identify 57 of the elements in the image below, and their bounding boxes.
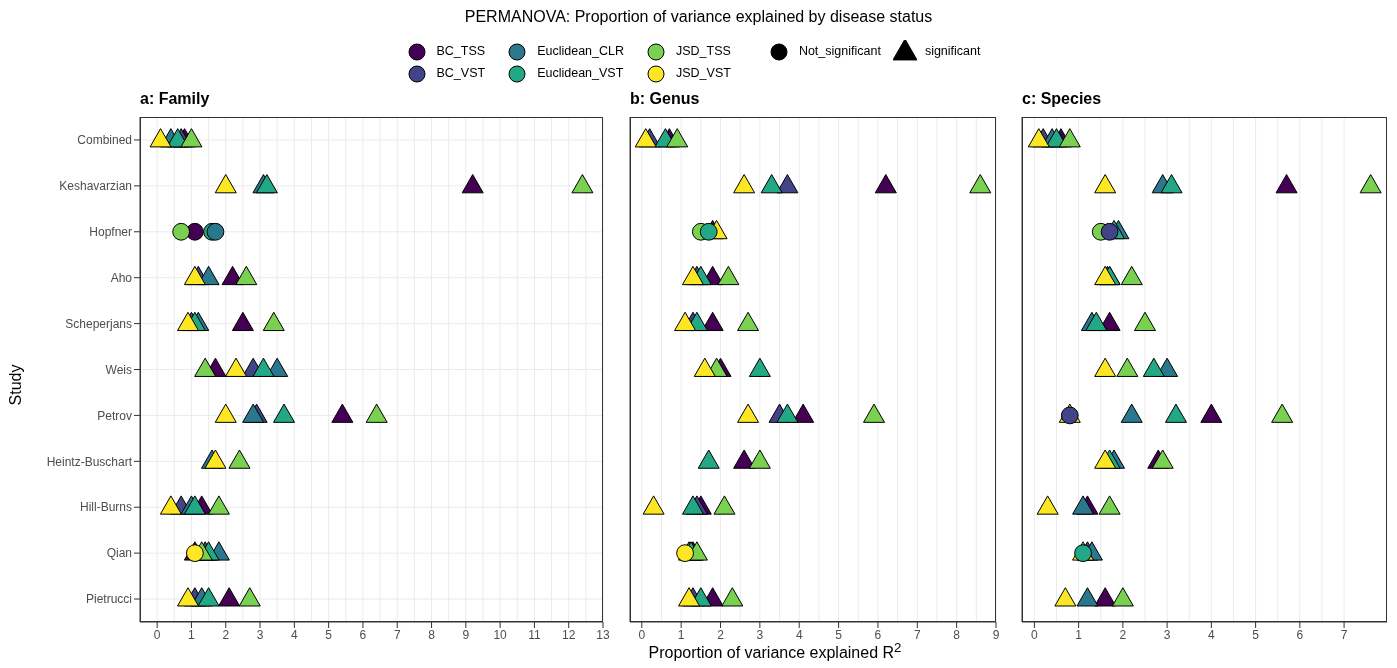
x-tick-label: 8	[953, 627, 961, 642]
y-tick-label: Combined	[77, 133, 132, 148]
y-tick-label: Qian	[106, 546, 132, 561]
x-tick-label: 9	[462, 627, 470, 642]
x-tick-label: 3	[256, 627, 264, 642]
x-tick-label: 2	[222, 627, 230, 642]
x-tick-label: 11	[528, 627, 541, 642]
x-axis-title: Proportion of variance explained R$^{2}$	[648, 640, 902, 663]
legend-label: Euclidean_VST	[537, 66, 624, 80]
y-tick-label: Keshavarzian	[59, 179, 132, 194]
y-tick-label: Weis	[105, 362, 132, 377]
x-tick-label: 13	[596, 627, 610, 642]
legend-label: Not_significant	[798, 44, 881, 58]
legend-label: JSD_VST	[676, 66, 731, 80]
x-tick-label: 6	[874, 627, 882, 642]
x-tick-label: 4	[290, 627, 298, 642]
legend-label: JSD_TSS	[676, 44, 731, 58]
x-tick-label: 5	[1252, 627, 1260, 642]
x-tick-label: 7	[393, 627, 401, 642]
legend-label: Euclidean_CLR	[537, 44, 624, 58]
x-tick-label: 0	[153, 627, 161, 642]
x-tick-label: 3	[1163, 627, 1171, 642]
x-tick-label: 9	[992, 627, 1000, 642]
x-tick-label: 7	[913, 627, 921, 642]
x-tick-label: 6	[359, 627, 367, 642]
x-tick-label: 6	[1296, 627, 1304, 642]
x-tick-label: 1	[677, 627, 685, 642]
y-tick-label: Aho	[110, 270, 133, 285]
y-tick-label: Hopfner	[89, 225, 132, 240]
y-axis-title: Study	[7, 364, 25, 406]
x-tick-label: 2	[1119, 627, 1127, 642]
x-tick-label: 2	[717, 627, 725, 642]
x-tick-label: 8	[428, 627, 436, 642]
x-tick-label: 4	[795, 627, 803, 642]
x-tick-label: 0	[1031, 627, 1039, 642]
chart-subtitle: a: Family	[140, 90, 210, 108]
y-tick-label: Petrov	[97, 408, 132, 423]
text: PERMANOVA: Proportion of variance explained by disease status	[463, 8, 934, 26]
legend-label: significant	[924, 44, 981, 58]
chart-subtitle: c: Species	[1022, 90, 1102, 108]
y-tick-label: Hill-Burns	[79, 500, 132, 515]
x-tick-label: 4	[1208, 627, 1216, 642]
x-tick-label: 5	[325, 627, 333, 642]
y-tick-label: Scheperjans	[65, 316, 132, 331]
chart-subtitle: b: Genus	[630, 90, 700, 108]
y-tick-label: Heintz-Buschart	[46, 454, 133, 469]
x-tick-label: 1	[1075, 627, 1083, 642]
x-tick-label: 10	[493, 627, 508, 642]
x-tick-label: 7	[1340, 627, 1348, 642]
x-tick-label: 5	[835, 627, 843, 642]
legend-label: BC_TSS	[436, 44, 486, 58]
y-tick-label: Pietrucci	[85, 592, 132, 607]
x-tick-label: 12	[562, 627, 576, 642]
x-tick-label: 0	[638, 627, 646, 642]
x-tick-label: 1	[188, 627, 196, 642]
x-tick-label: 3	[756, 627, 764, 642]
legend-label: BC_VST	[436, 66, 486, 80]
